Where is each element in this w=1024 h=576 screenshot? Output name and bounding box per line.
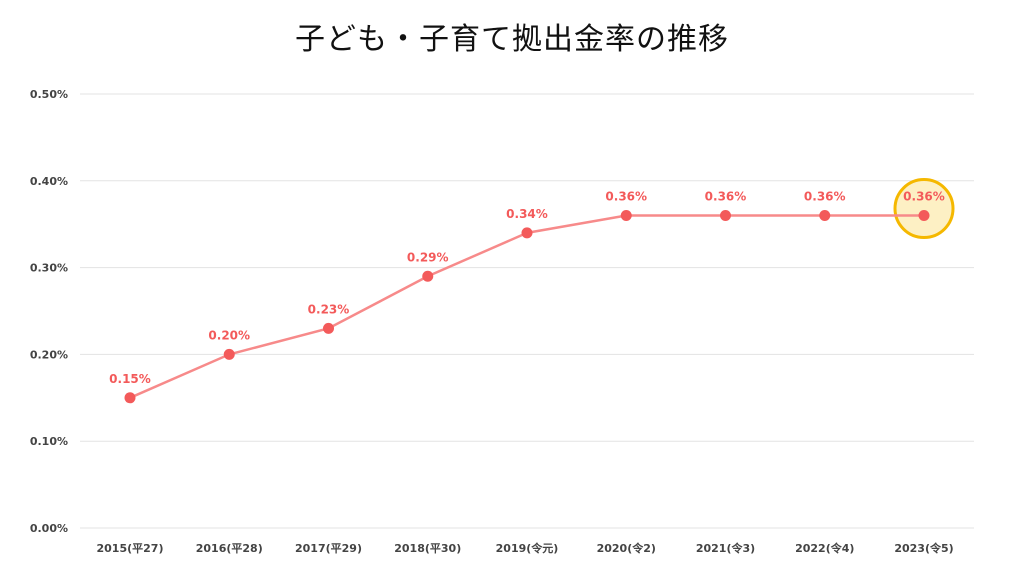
data-point	[124, 392, 136, 404]
x-tick-label: 2016(平28)	[196, 542, 263, 555]
data-point	[323, 322, 334, 334]
highlight-circle	[893, 178, 955, 240]
data-point	[720, 210, 731, 222]
x-tick-label: 2020(令2)	[597, 541, 656, 555]
data-label: 0.15%	[109, 372, 151, 386]
data-point	[223, 348, 235, 360]
y-tick-label: 0.30%	[30, 262, 68, 275]
data-point	[521, 227, 533, 239]
x-tick-label: 2019(令元)	[496, 541, 559, 555]
y-tick-label: 0.00%	[30, 522, 68, 535]
data-label: 0.20%	[208, 328, 250, 342]
data-label: 0.23%	[308, 302, 350, 316]
data-point	[422, 270, 434, 282]
data-point	[819, 210, 831, 222]
x-tick-label: 2017(平29)	[295, 542, 362, 555]
data-label: 0.29%	[407, 250, 449, 264]
x-tick-label: 2023(令5)	[894, 541, 953, 555]
chart-title: 子ども・子育て拠出金率の推移	[295, 22, 729, 57]
y-tick-label: 0.10%	[30, 435, 68, 448]
data-label: 0.36%	[903, 190, 945, 204]
y-tick-label: 0.50%	[30, 88, 68, 101]
y-tick-label: 0.20%	[30, 348, 68, 361]
data-point	[918, 210, 930, 222]
data-label: 0.36%	[804, 190, 846, 204]
data-label: 0.36%	[605, 190, 647, 204]
x-tick-label: 2018(平30)	[394, 542, 461, 555]
y-tick-label: 0.40%	[30, 175, 68, 188]
data-label: 0.34%	[506, 207, 548, 221]
x-tick-label: 2015(平27)	[97, 542, 164, 555]
series-line	[129, 214, 924, 399]
data-label: 0.36%	[705, 190, 747, 204]
data-point	[620, 210, 632, 222]
x-tick-label: 2021(令3)	[696, 541, 755, 555]
x-tick-label: 2022(令4)	[795, 541, 854, 555]
